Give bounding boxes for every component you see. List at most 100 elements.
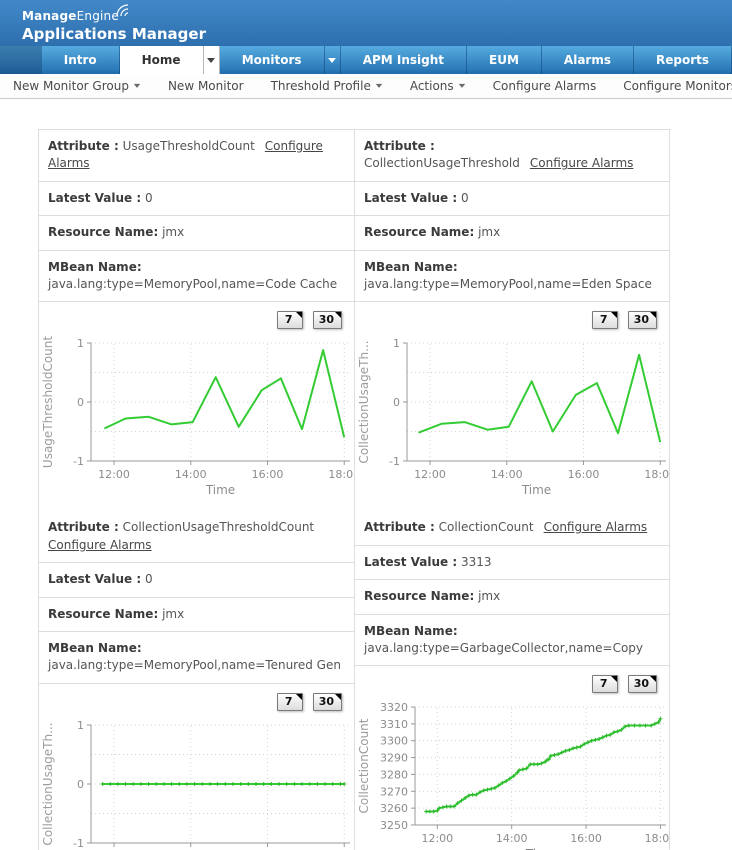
configure-alarms-link[interactable]: Configure Alarms — [48, 139, 323, 171]
attribute-value: CollectionUsageThreshold — [364, 156, 520, 171]
brand-name: ManageEngine — [22, 4, 129, 23]
tab-intro-label: Intro — [63, 53, 97, 67]
range-30-label: 30 — [633, 677, 649, 691]
product-title: Applications Manager — [22, 25, 206, 43]
tab-home-dropdown[interactable] — [203, 46, 220, 74]
subnav-new-monitor-group-label: New Monitor Group — [13, 79, 129, 93]
svg-text:3260: 3260 — [380, 802, 408, 815]
attribute-row: Attribute : UsageThresholdCount Configure… — [39, 130, 354, 182]
expand-icon — [295, 312, 302, 319]
chevron-down-icon — [458, 83, 465, 91]
expand-icon — [610, 312, 617, 319]
svg-text:1: 1 — [77, 719, 84, 732]
range-7-label: 7 — [599, 313, 608, 327]
latest-value-row: Latest Value : 0 — [355, 182, 669, 217]
subnav-actions[interactable]: Actions — [410, 79, 466, 93]
tab-monitors[interactable]: Monitors — [220, 46, 325, 74]
collection-usage-threshold-count-chart: -10112:0014:0016:0018:00TimeCollectionUs… — [41, 719, 353, 850]
configure-alarms-link[interactable]: Configure Alarms — [543, 520, 648, 535]
resource-name-value: jmx — [162, 606, 185, 621]
range-30-button[interactable]: 30 — [312, 311, 342, 330]
range-buttons: 7 30 — [39, 302, 354, 333]
app-logo: ManageEngine Applications Manager — [22, 4, 732, 43]
svg-text:3320: 3320 — [380, 701, 408, 714]
resource-name-value: jmx — [478, 589, 501, 604]
tab-eum[interactable]: EUM — [467, 46, 542, 74]
resource-name-row: Resource Name: jmx — [355, 580, 669, 615]
subnav-configure-alarms[interactable]: Configure Alarms — [493, 79, 597, 93]
svg-text:0: 0 — [77, 396, 84, 409]
mbean-name-row: MBean Name: java.lang:type=MemoryPool,nam… — [355, 251, 669, 303]
range-30-button[interactable]: 30 — [312, 692, 342, 711]
svg-text:16:00: 16:00 — [252, 468, 284, 481]
metric-panel-collection-usage-threshold: Attribute : CollectionUsageThreshold Conf… — [354, 130, 670, 512]
latest-value: 0 — [145, 190, 153, 205]
chart-container: -1 0 1 12:00 14:00 16:00 18:00 Time UsageThresho… — [39, 333, 354, 511]
tab-reports-label: Reports — [655, 53, 709, 67]
mbean-name-row: MBean Name: java.lang:type=MemoryPool,nam… — [39, 632, 354, 684]
svg-text:0: 0 — [393, 396, 400, 409]
tab-apm-insight[interactable]: APM Insight — [341, 46, 468, 74]
tab-monitors-dropdown[interactable] — [325, 46, 341, 74]
app-header: ManageEngine Applications Manager — [0, 0, 732, 46]
tab-apm-insight-label: APM Insight — [362, 53, 445, 67]
mbean-name-value: java.lang:type=GarbageCollector,name=Cop… — [364, 640, 644, 655]
tab-alarms[interactable]: Alarms — [542, 46, 634, 74]
attribute-row: Attribute : CollectionUsageThresholdCoun… — [39, 511, 354, 564]
metric-panel-usage-threshold-count: Attribute : UsageThresholdCount Configure… — [38, 130, 354, 512]
attribute-value: CollectionCount — [438, 520, 534, 535]
range-7-button[interactable]: 7 — [276, 311, 303, 330]
resource-name-label: Resource Name: — [364, 225, 475, 240]
svg-text:12:00: 12:00 — [421, 832, 453, 845]
svg-text:-1: -1 — [73, 455, 84, 468]
svg-text:3280: 3280 — [380, 769, 408, 782]
mbean-name-row: MBean Name: java.lang:type=GarbageCollect… — [355, 615, 669, 667]
tab-home[interactable]: Home — [119, 46, 204, 74]
svg-text:3310: 3310 — [380, 718, 408, 731]
svg-text:1: 1 — [393, 337, 400, 350]
mbean-name-label: MBean Name: — [48, 259, 142, 274]
range-7-button[interactable]: 7 — [276, 692, 303, 711]
chart-container: -10112:0014:0016:0018:00TimeCollectionUs… — [355, 333, 669, 511]
configure-alarms-link[interactable]: Configure Alarms — [529, 156, 634, 171]
resource-name-row: Resource Name: jmx — [355, 216, 669, 251]
subnav-configure-monitors-label: Configure Monitors — [623, 79, 732, 93]
range-7-button[interactable]: 7 — [591, 311, 618, 330]
svg-text:3290: 3290 — [380, 752, 408, 765]
configure-alarms-link[interactable]: Configure Alarms — [48, 537, 152, 552]
svg-text:18:00: 18:00 — [644, 468, 669, 481]
brand-name-bold: Manage — [22, 9, 77, 23]
range-30-button[interactable]: 30 — [627, 311, 657, 330]
range-buttons: 7 30 — [39, 684, 354, 715]
svg-text:Time: Time — [205, 483, 235, 497]
latest-value-label: Latest Value : — [364, 190, 458, 205]
subnav-new-monitor-group[interactable]: New Monitor Group — [13, 79, 141, 93]
resource-name-label: Resource Name: — [48, 225, 159, 240]
chevron-down-icon — [328, 57, 337, 67]
swoosh-icon — [116, 4, 129, 17]
svg-text:3270: 3270 — [380, 786, 408, 799]
expand-icon — [650, 312, 656, 319]
subnav-configure-monitors[interactable]: Configure Monitors — [623, 79, 732, 93]
resource-name-row: Resource Name: jmx — [39, 216, 354, 251]
tab-reports[interactable]: Reports — [634, 46, 732, 74]
nav-spacer — [0, 46, 42, 74]
mbean-name-value: java.lang:type=MemoryPool,name=Eden Spac… — [364, 276, 652, 291]
chart-container: -10112:0014:0016:0018:00TimeCollectionUs… — [39, 715, 354, 850]
range-30-label: 30 — [318, 313, 334, 327]
svg-text:UsageThresholdCount: UsageThresholdCount — [41, 336, 55, 468]
collection-usage-threshold-chart: -1 0 1 12:00 14:00 16:00 18:00 Time CollectionUs… — [357, 337, 669, 497]
metric-panel-collection-usage-threshold-count: Attribute : CollectionUsageThresholdCoun… — [38, 511, 354, 850]
range-7-button[interactable]: 7 — [591, 675, 618, 694]
attribute-label: Attribute : — [364, 520, 435, 535]
mbean-name-label: MBean Name: — [364, 623, 458, 638]
svg-text:-1: -1 — [389, 455, 400, 468]
expand-icon — [295, 693, 302, 700]
tab-intro[interactable]: Intro — [42, 46, 120, 74]
svg-text:3250: 3250 — [380, 819, 408, 832]
range-30-button[interactable]: 30 — [627, 675, 657, 694]
chevron-down-icon — [207, 57, 216, 67]
latest-value: 3313 — [461, 554, 492, 569]
subnav-new-monitor[interactable]: New Monitor — [168, 79, 244, 93]
subnav-threshold-profile[interactable]: Threshold Profile — [271, 79, 383, 93]
